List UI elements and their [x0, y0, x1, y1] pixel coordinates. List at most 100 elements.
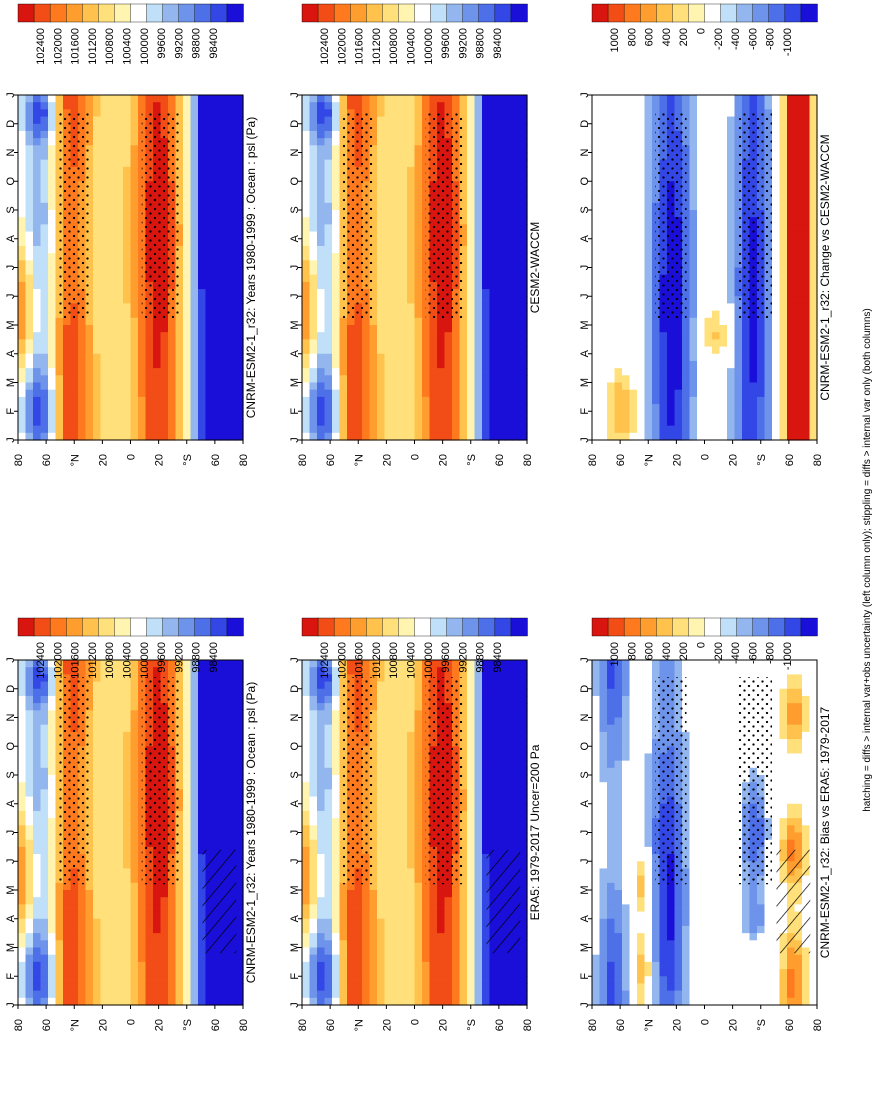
heatmap-cell	[459, 667, 468, 675]
heatmap-cell	[198, 767, 207, 776]
heatmap-cell	[235, 789, 244, 798]
heatmap-cell	[138, 325, 147, 333]
heatmap-cell	[108, 969, 117, 977]
heatmap-cell	[18, 969, 27, 977]
heatmap-cell	[40, 224, 49, 233]
heatmap-cell	[369, 95, 378, 103]
heatmap-cell	[302, 782, 311, 790]
heatmap-cell	[213, 339, 222, 348]
colorbar-swatch	[66, 617, 83, 637]
heatmap-cell	[130, 688, 139, 697]
heatmap-cell	[108, 803, 117, 812]
heatmap-cell	[145, 925, 154, 934]
heatmap-cell	[519, 897, 528, 905]
heatmap-cell	[153, 346, 162, 355]
heatmap-cell	[100, 940, 109, 949]
heatmap-cell	[519, 861, 528, 870]
heatmap-cell	[145, 411, 154, 420]
heatmap-cell	[228, 245, 237, 254]
heatmap-cell	[115, 760, 124, 769]
heatmap-cell	[497, 832, 506, 841]
heatmap-cell	[85, 904, 94, 913]
heatmap-cell	[138, 667, 147, 675]
heatmap-cell	[48, 983, 57, 992]
heatmap-cell	[168, 918, 177, 927]
heatmap-cell	[190, 332, 199, 340]
panel-title: CNRM-ESM2-1_r32: Years 1980-1999 : Ocean…	[244, 682, 258, 983]
heatmap-cell	[512, 688, 521, 697]
heatmap-cell	[70, 954, 79, 963]
heatmap-cell	[33, 933, 42, 941]
heatmap-cell	[392, 810, 401, 819]
colorbar-label: 99600	[156, 642, 168, 673]
heatmap-cell	[25, 897, 34, 905]
heatmap-cell	[302, 904, 311, 913]
heatmap-cell	[302, 681, 311, 690]
heatmap-cell	[302, 803, 311, 812]
heatmap-cell	[407, 839, 416, 848]
heatmap-cell	[205, 425, 214, 434]
heatmap-cell	[429, 667, 438, 675]
heatmap-cell	[40, 875, 49, 884]
heatmap-cell	[33, 310, 42, 319]
heatmap-cell	[70, 346, 79, 355]
heatmap-cell	[55, 947, 64, 956]
heatmap-cell	[213, 432, 222, 441]
heatmap-cell	[324, 145, 333, 154]
heatmap-cell	[93, 875, 102, 884]
heatmap-cell	[377, 911, 386, 920]
heatmap-cell	[183, 925, 192, 934]
heatmap-cell	[40, 868, 49, 877]
heatmap-cell	[399, 861, 408, 870]
heatmap-cell	[369, 897, 378, 905]
heatmap-cell	[459, 954, 468, 963]
heatmap-cell	[78, 997, 87, 1006]
heatmap-cell	[175, 389, 184, 398]
heatmap-cell	[302, 411, 311, 420]
heatmap-cell	[108, 274, 117, 283]
heatmap-cell	[377, 710, 386, 719]
heatmap-cell	[48, 396, 57, 405]
heatmap-cell	[317, 432, 326, 441]
heatmap-cell	[18, 983, 27, 992]
heatmap-cell	[519, 890, 528, 898]
heatmap-cell	[198, 166, 207, 175]
heatmap-cell	[519, 983, 528, 992]
heatmap-cell	[339, 368, 348, 376]
heatmap-cell	[392, 803, 401, 812]
heatmap-cell	[228, 195, 237, 204]
heatmap-cell	[130, 854, 139, 862]
heatmap-cell	[25, 260, 34, 269]
heatmap-cell	[519, 904, 528, 913]
colorbar-swatch	[114, 3, 132, 23]
heatmap-cell	[489, 969, 498, 977]
heatmap-cell	[25, 274, 34, 283]
heatmap-cell	[324, 688, 333, 697]
heatmap-cell	[33, 411, 42, 420]
heatmap-cell	[108, 224, 117, 233]
heatmap-cell	[317, 317, 326, 326]
heatmap-cell	[190, 289, 199, 297]
heatmap-cell	[40, 990, 49, 999]
heatmap-cell	[25, 681, 34, 690]
heatmap-cell	[40, 102, 49, 110]
heatmap-cell	[183, 152, 192, 161]
heatmap-cell	[138, 375, 147, 384]
heatmap-cell	[115, 138, 124, 146]
heatmap-cell	[407, 775, 416, 783]
heatmap-cell	[309, 109, 318, 118]
heatmap-cell	[362, 911, 371, 920]
heatmap-cell	[220, 746, 229, 755]
heatmap-cell	[332, 925, 341, 934]
heatmap-cell	[18, 195, 27, 204]
heatmap-cell	[40, 425, 49, 434]
heatmap-cell	[437, 897, 446, 905]
heatmap-cell	[309, 253, 318, 261]
heatmap-cell	[18, 825, 27, 834]
heatmap-cell	[123, 138, 132, 146]
heatmap-cell	[482, 832, 491, 841]
heatmap-cell	[362, 353, 371, 362]
heatmap-cell	[33, 854, 42, 862]
heatmap-cell	[362, 904, 371, 913]
heatmap-cell	[474, 976, 483, 985]
